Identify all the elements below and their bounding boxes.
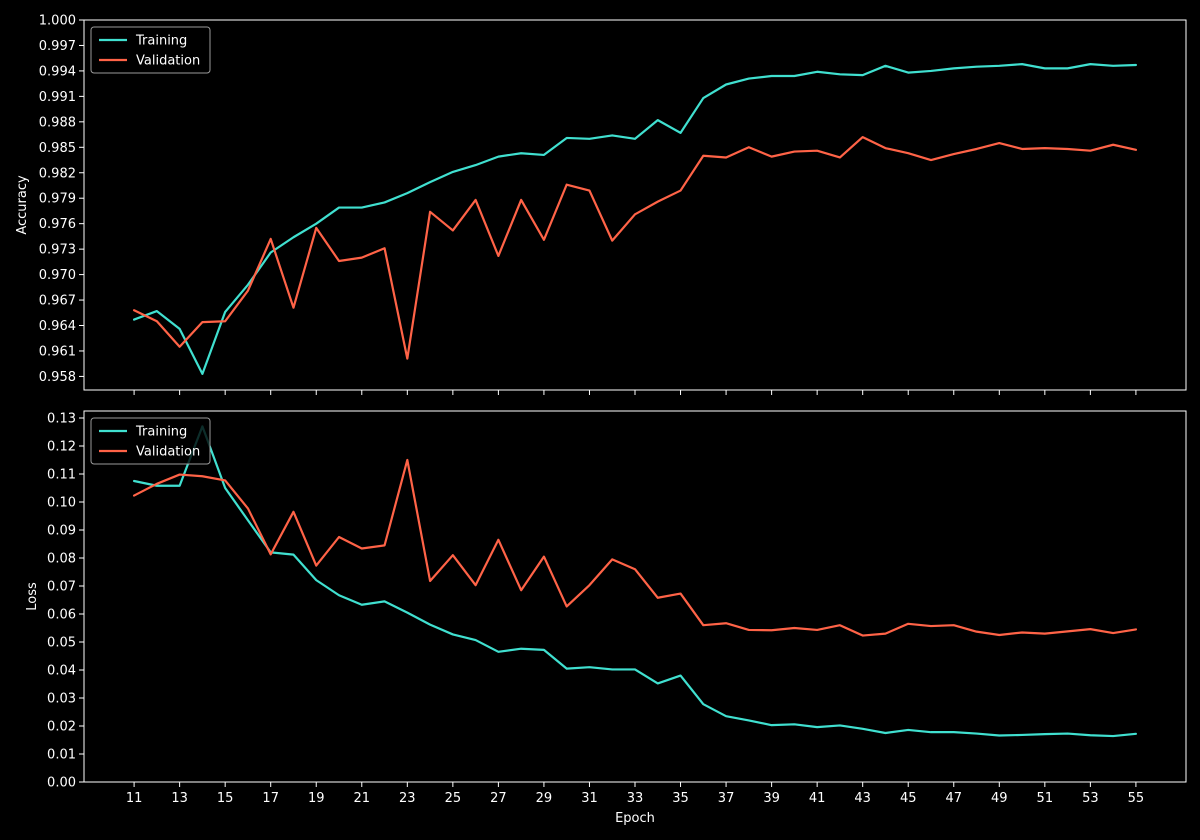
loss-legend: Training Validation <box>90 417 211 465</box>
accuracy-series-training <box>132 63 1138 375</box>
loss-y-tick-label: 0.04 <box>47 664 76 679</box>
accuracy-legend-label-validation: Validation <box>136 54 200 69</box>
loss-x-tick-label: 31 <box>581 791 598 806</box>
loss-axes-frame <box>83 410 1187 783</box>
accuracy-legend: Training Validation <box>90 26 211 74</box>
loss-x-tick-label: 53 <box>1082 791 1099 806</box>
loss-x-tick-label: 35 <box>672 791 689 806</box>
accuracy-y-tick-label: 0.991 <box>39 90 76 105</box>
loss-panel: 0.00 0.01 0.02 0.03 0.04 0.05 0.06 0.07 0.08 0.09… <box>25 410 1187 826</box>
loss-y-tick-label: 0.08 <box>47 552 76 567</box>
loss-x-tick-label: 29 <box>536 791 553 806</box>
accuracy-y-tick-label: 0.970 <box>39 268 76 283</box>
accuracy-y-tick-label: 0.973 <box>39 243 76 258</box>
accuracy-panel: 0.958 0.961 0.964 0.967 0.970 0.973 0.976 0.979… <box>15 14 1187 395</box>
loss-y-tick-label: 0.01 <box>47 748 76 763</box>
accuracy-y-axis-label: Accuracy <box>15 175 30 235</box>
accuracy-y-tick-label: 1.000 <box>39 14 76 29</box>
loss-y-tick-label: 0.00 <box>47 776 76 791</box>
accuracy-y-tick-label: 0.958 <box>39 370 76 385</box>
loss-y-axis-label: Loss <box>25 582 40 611</box>
loss-x-tick-label: 11 <box>126 791 143 806</box>
accuracy-y-tick-label: 0.997 <box>39 39 76 54</box>
loss-y-tick-label: 0.05 <box>47 636 76 651</box>
loss-x-tick-label: 19 <box>308 791 325 806</box>
loss-x-tick-label: 37 <box>718 791 735 806</box>
loss-y-tick-label: 0.03 <box>47 692 76 707</box>
loss-x-tick-label: 49 <box>991 791 1008 806</box>
loss-x-tick-label: 25 <box>445 791 462 806</box>
accuracy-y-tick-label: 0.976 <box>39 217 76 232</box>
loss-x-tick-label: 47 <box>945 791 962 806</box>
accuracy-y-tick-label: 0.982 <box>39 166 76 181</box>
loss-x-tick-label: 27 <box>490 791 507 806</box>
loss-x-tick-label: 21 <box>354 791 371 806</box>
loss-x-tick-label: 17 <box>262 791 279 806</box>
loss-x-tick-label: 41 <box>809 791 826 806</box>
accuracy-axes-frame <box>83 19 1187 391</box>
accuracy-series-validation <box>132 136 1138 360</box>
loss-y-tick-label: 0.10 <box>47 496 76 511</box>
accuracy-y-tick-label: 0.979 <box>39 192 76 207</box>
loss-x-tick-label: 33 <box>627 791 644 806</box>
loss-y-tick-label: 0.06 <box>47 608 76 623</box>
loss-x-tick-label: 51 <box>1037 791 1054 806</box>
accuracy-y-tick-label: 0.967 <box>39 294 76 309</box>
loss-x-axis-label: Epoch <box>615 811 655 826</box>
accuracy-y-tick-label: 0.988 <box>39 115 76 130</box>
accuracy-y-tick-label: 0.985 <box>39 141 76 156</box>
loss-legend-label-training: Training <box>135 425 187 440</box>
loss-legend-box <box>90 417 211 465</box>
loss-y-tick-label: 0.12 <box>47 440 76 455</box>
accuracy-y-tick-label: 0.961 <box>39 344 76 359</box>
loss-series-validation <box>132 458 1138 637</box>
loss-y-tick-label: 0.02 <box>47 720 76 735</box>
loss-x-tick-label: 39 <box>763 791 780 806</box>
loss-y-tick-label: 0.11 <box>47 468 76 483</box>
accuracy-y-tick-label: 0.994 <box>39 64 76 79</box>
loss-x-tick-label: 43 <box>854 791 871 806</box>
loss-x-tick-label: 23 <box>399 791 416 806</box>
loss-legend-label-validation: Validation <box>136 445 200 460</box>
loss-x-tick-label: 45 <box>900 791 917 806</box>
loss-x-tick-label: 13 <box>171 791 188 806</box>
loss-x-tick-label: 15 <box>217 791 234 806</box>
loss-y-tick-label: 0.13 <box>47 412 76 427</box>
loss-x-tick-label: 55 <box>1128 791 1145 806</box>
accuracy-legend-label-training: Training <box>135 34 187 49</box>
accuracy-legend-box <box>90 26 211 74</box>
accuracy-y-tick-label: 0.964 <box>39 319 76 334</box>
loss-y-tick-label: 0.09 <box>47 524 76 539</box>
loss-series-training <box>132 425 1138 738</box>
loss-y-tick-label: 0.07 <box>47 580 76 595</box>
